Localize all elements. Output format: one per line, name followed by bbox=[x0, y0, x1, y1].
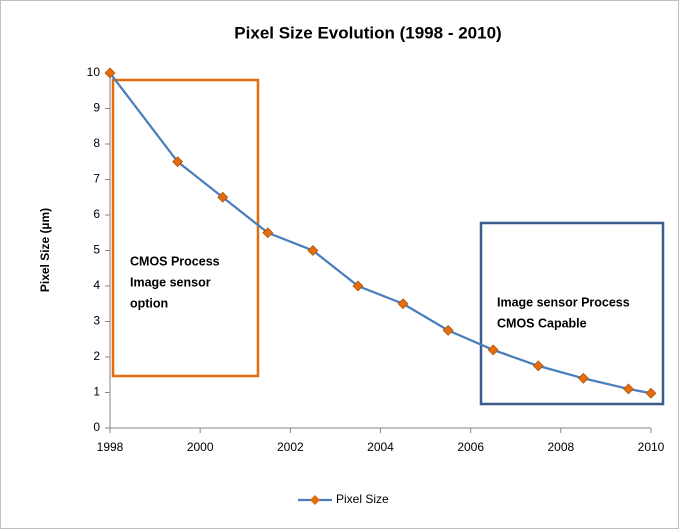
y-tick-label: 9 bbox=[93, 101, 100, 115]
data-point bbox=[645, 387, 657, 399]
y-tick-label: 4 bbox=[93, 278, 100, 292]
legend-marker bbox=[310, 495, 320, 505]
annotation-text: Image sensor bbox=[130, 275, 211, 289]
y-tick-label: 1 bbox=[93, 385, 100, 399]
x-tick-label: 2002 bbox=[277, 440, 304, 454]
data-point bbox=[442, 324, 454, 336]
data-point bbox=[623, 383, 634, 395]
x-tick-label: 2006 bbox=[457, 440, 484, 454]
x-tick-label: 2004 bbox=[367, 440, 394, 454]
y-tick-label: 2 bbox=[93, 349, 100, 363]
y-tick-label: 8 bbox=[93, 136, 100, 150]
annotation-box bbox=[479, 221, 665, 406]
data-point bbox=[487, 344, 499, 356]
data-point bbox=[262, 227, 274, 239]
y-tick-label: 3 bbox=[93, 314, 100, 328]
x-tick-label: 1998 bbox=[97, 440, 124, 454]
data-point bbox=[217, 191, 229, 203]
annotation-text: CMOS Process bbox=[130, 254, 220, 268]
annotation-text: CMOS Capable bbox=[497, 316, 587, 330]
y-axis-title: Pixel Size (µm) bbox=[38, 208, 52, 292]
x-tick-label: 2000 bbox=[187, 440, 214, 454]
data-point bbox=[397, 298, 409, 310]
data-point bbox=[104, 67, 116, 79]
x-tick-label: 2008 bbox=[547, 440, 574, 454]
x-tick-label: 2010 bbox=[638, 440, 665, 454]
data-point bbox=[532, 360, 544, 372]
data-point bbox=[172, 156, 184, 168]
y-tick-label: 10 bbox=[87, 65, 101, 79]
y-tick-label: 6 bbox=[93, 207, 100, 221]
data-point bbox=[307, 245, 319, 256]
y-tick-label: 0 bbox=[93, 420, 100, 434]
legend-label: Pixel Size bbox=[336, 492, 389, 506]
chart-title: Pixel Size Evolution (1998 - 2010) bbox=[234, 23, 501, 42]
y-tick-label: 5 bbox=[93, 243, 100, 257]
annotation-text: option bbox=[130, 296, 168, 310]
data-point bbox=[577, 372, 589, 384]
annotation-text: Image sensor Process bbox=[497, 295, 630, 309]
y-tick-label: 7 bbox=[93, 172, 100, 186]
annotation-box bbox=[111, 78, 260, 378]
data-point bbox=[352, 280, 364, 292]
